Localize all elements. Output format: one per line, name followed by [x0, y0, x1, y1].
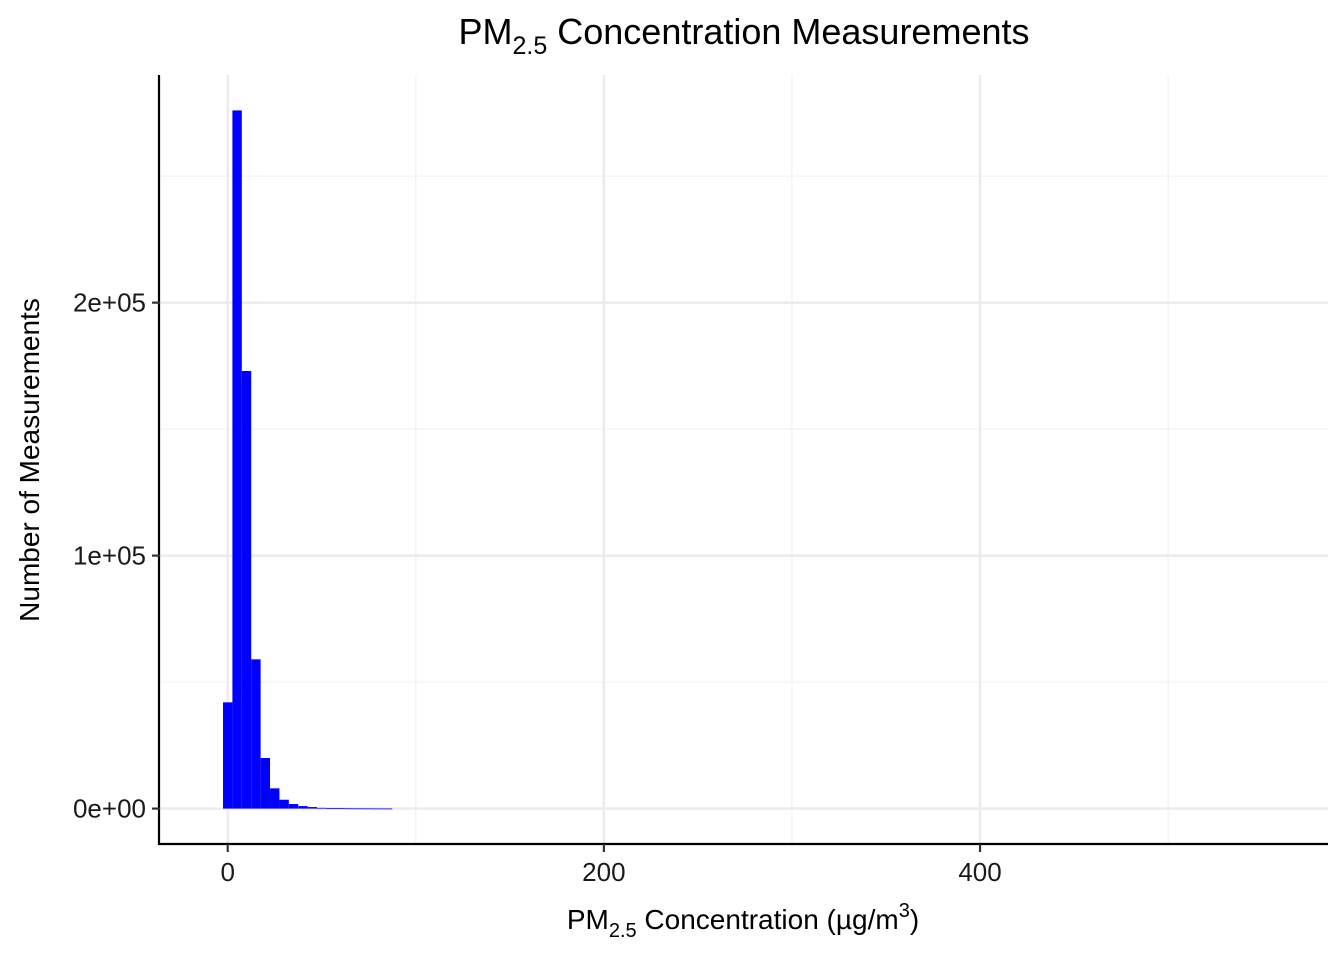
y-tick-label: 2e+05 [73, 288, 146, 318]
y-axis-title: Number of Measurements [14, 298, 45, 622]
grid-lines [160, 75, 1328, 844]
histogram-bar [307, 807, 318, 809]
y-tick-label: 0e+00 [73, 794, 146, 824]
histogram-bar [298, 806, 308, 809]
histogram-bar [288, 804, 299, 809]
histogram-bars [223, 110, 393, 810]
x-axis-ticks: 0 200 400 [220, 844, 1002, 887]
histogram-bar [270, 788, 280, 809]
histogram-bar [260, 757, 271, 809]
histogram-bar [326, 808, 336, 809]
histogram-bar [251, 659, 261, 809]
histogram-bar [241, 370, 252, 809]
histogram-bar [373, 808, 383, 810]
x-tick-label: 400 [958, 857, 1001, 887]
chart-title: PM2.5 Concentration Measurements [458, 11, 1029, 60]
histogram-bar [364, 808, 374, 810]
histogram-bar [345, 808, 355, 810]
x-tick-label: 200 [582, 857, 625, 887]
histogram-bar [354, 808, 365, 810]
histogram-bar [232, 110, 242, 809]
y-axis-ticks: 0e+00 1e+05 2e+05 [73, 288, 160, 824]
histogram-bar [279, 799, 289, 809]
histogram-bar [382, 808, 393, 810]
x-tick-label: 0 [220, 857, 234, 887]
y-tick-label: 1e+05 [73, 541, 146, 571]
histogram-bar [317, 807, 327, 809]
histogram-bar [335, 808, 346, 810]
histogram-bar [223, 702, 233, 809]
x-axis-title: PM2.5 Concentration (µg/m3) [567, 900, 919, 942]
